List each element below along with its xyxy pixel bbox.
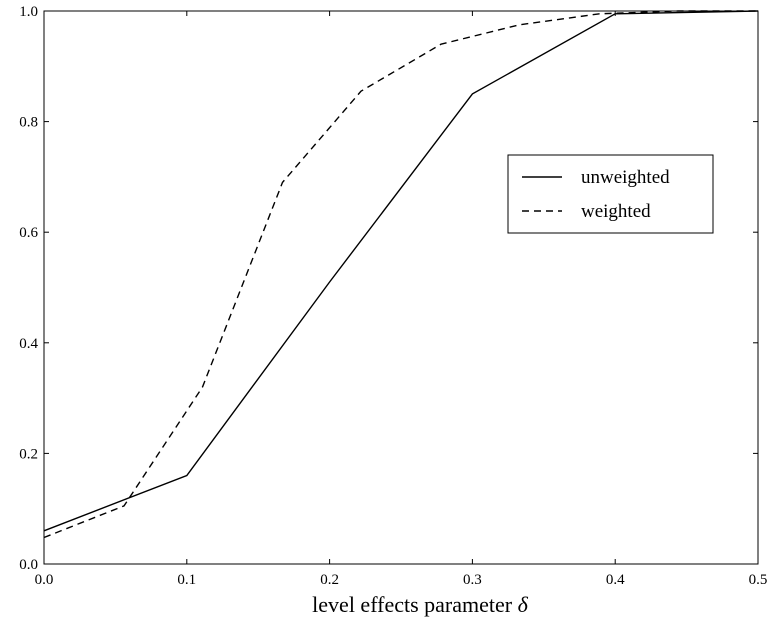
x-tick-label: 0.4 (606, 572, 625, 588)
x-tick-label: 0.2 (320, 572, 339, 588)
y-tick-label: 0.6 (19, 225, 38, 241)
x-tick-label: 0.3 (463, 572, 482, 588)
y-tick-label: 0.4 (19, 336, 38, 352)
y-tick-label: 0.2 (19, 446, 38, 462)
series-line-unweighted (43, 10, 759, 532)
plot-frame (43, 10, 759, 565)
legend-box (507, 154, 714, 234)
series-layer (43, 10, 759, 539)
x-tick-label: 0.0 (35, 572, 54, 588)
axis-ticks: 0.0 0.1 0.2 0.3 0.4 0.5 0.0 0.2 0.4 0.6 0.8 1.0 (19, 4, 767, 588)
y-tick-label: 0.0 (19, 557, 38, 573)
legend-label-unweighted: unweighted (581, 167, 670, 188)
y-tick-label: 0.8 (19, 115, 38, 131)
legend-label-weighted: weighted (581, 201, 651, 222)
x-axis-title-text: level effects parameter (312, 592, 513, 617)
series-line-weighted (43, 10, 758, 539)
x-tick-label: 0.1 (177, 572, 196, 588)
x-tick-label: 0.5 (749, 572, 768, 588)
x-axis-title: level effects parameter δ (312, 592, 528, 617)
y-tick-label: 1.0 (19, 4, 38, 20)
legend: unweighted weighted (507, 154, 714, 234)
x-axis-title-symbol: δ (518, 592, 529, 617)
